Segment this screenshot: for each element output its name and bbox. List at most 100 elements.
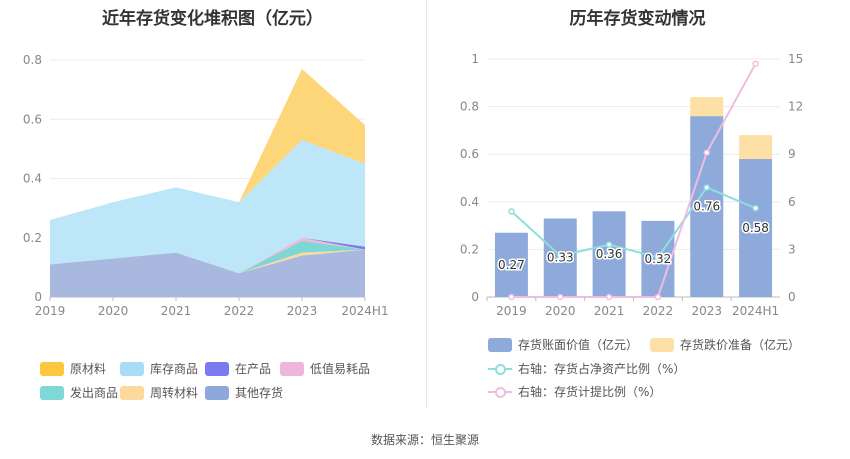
x-tick-label: 2023 <box>287 304 318 318</box>
legend-item[interactable]: 在产品 <box>205 360 271 377</box>
y2-tick-label: 15 <box>788 52 803 66</box>
legend-item[interactable]: 发出商品 <box>40 384 118 401</box>
legend-swatch <box>120 385 144 400</box>
x-tick-label: 2020 <box>98 304 129 318</box>
area-原材料 <box>50 68 365 220</box>
right-chart-title: 历年存货变动情况 <box>569 9 706 29</box>
y-tick-label: 0.4 <box>23 172 42 186</box>
legend-label: 原材料 <box>70 362 107 376</box>
bar-book-value <box>739 158 773 297</box>
legend-swatch <box>40 385 64 400</box>
left-chart-title: 近年存货变化堆积图（亿元） <box>102 9 323 29</box>
legend-item[interactable]: 右轴：存货占净资产比例（%） <box>488 360 685 377</box>
area-库存商品 <box>50 139 365 274</box>
legend-item[interactable]: 右轴：存货计提比例（%） <box>488 383 661 400</box>
area-周转材料 <box>50 249 365 274</box>
x-tick-label: 2023 <box>691 304 722 318</box>
y2-tick-label: 12 <box>788 100 803 114</box>
line-point <box>508 208 515 215</box>
legend-item[interactable]: 其他存货 <box>205 384 283 401</box>
line-point <box>703 149 710 156</box>
line-point <box>752 60 759 68</box>
line-point <box>557 252 564 259</box>
legend-swatch <box>280 361 304 376</box>
legend-swatch <box>120 361 144 376</box>
area-发出商品 <box>50 240 365 274</box>
bar-book-value <box>494 232 528 297</box>
y-tick-label: 0 <box>34 290 42 304</box>
y-tick-label: 0.6 <box>460 147 479 161</box>
bar-book-value <box>543 218 577 297</box>
line-右轴：存货计提比例（%） <box>511 63 757 298</box>
x-tick-label: 2020 <box>545 304 576 318</box>
x-tick-label: 2024H1 <box>341 304 388 318</box>
y2-tick-label: 0 <box>788 290 796 304</box>
bar-book-value <box>592 211 626 297</box>
line-point <box>605 293 613 301</box>
legend-label: 右轴：存货计提比例（%） <box>518 385 662 399</box>
y-tick-label: 0.2 <box>460 242 479 256</box>
bar-data-label: 0.32 <box>645 252 672 266</box>
x-tick-label: 2024H1 <box>732 304 779 318</box>
line-point <box>752 204 759 212</box>
stacked-area-chart: 0 0.2 0.4 0.6 0.8 2019 2020 2021 2022 2023 2024H1 <box>23 53 389 318</box>
y2-tick-label: 6 <box>788 195 796 209</box>
x-tick-label: 2021 <box>594 304 625 318</box>
bar-data-label: 0.76 <box>693 200 720 214</box>
legend-label: 库存商品 <box>150 362 199 376</box>
line-point <box>557 293 564 301</box>
legend-item[interactable]: 库存商品 <box>120 360 198 377</box>
legend-label: 存货跌价准备（亿元） <box>680 338 801 352</box>
legend-label: 发出商品 <box>70 386 119 400</box>
legend-swatch <box>488 337 512 352</box>
y-tick-label: 0.4 <box>460 195 479 209</box>
x-tick-label: 2022 <box>224 304 255 318</box>
line-point <box>654 254 662 261</box>
legend-item[interactable]: 存货跌价准备（亿元） <box>650 336 800 353</box>
line-point <box>654 293 662 301</box>
data-source-note: 数据来源：恒生聚源 <box>370 433 479 447</box>
legend-item[interactable]: 存货账面价值（亿元） <box>488 336 638 353</box>
line-point <box>605 241 613 248</box>
y-tick-label: 0 <box>471 290 479 304</box>
y-tick-label: 0.6 <box>23 112 42 126</box>
bar-impairment-reserve <box>690 97 724 117</box>
legend-label: 存货账面价值（亿元） <box>518 338 639 352</box>
bar-book-value <box>690 116 724 298</box>
legend-label: 低值易耗品 <box>310 362 371 376</box>
legend-swatch <box>40 361 64 376</box>
legend-swatch <box>205 385 229 400</box>
y-tick-label: 1 <box>471 52 479 66</box>
line-point <box>703 184 710 191</box>
legend-label: 右轴：存货占净资产比例（%） <box>518 362 686 376</box>
legend-item[interactable]: 原材料 <box>40 360 106 377</box>
legend-label: 周转材料 <box>150 386 199 400</box>
x-tick-label: 2019 <box>496 304 527 318</box>
legend-swatch <box>205 361 229 376</box>
area-其他存货 <box>50 249 365 297</box>
legend-item[interactable]: 低值易耗品 <box>280 360 370 377</box>
line-point <box>508 293 515 301</box>
legend-item[interactable]: 周转材料 <box>120 384 198 401</box>
legend-swatch <box>488 385 512 399</box>
y2-tick-label: 9 <box>788 147 796 161</box>
bar-data-label: 0.58 <box>742 221 769 235</box>
chart-divider <box>426 0 427 408</box>
x-tick-label: 2021 <box>161 304 192 318</box>
bar-data-label: 0.36 <box>596 247 623 261</box>
legend-swatch <box>488 362 512 376</box>
y-tick-label: 0.2 <box>23 231 42 245</box>
bar-data-label: 0.27 <box>498 258 525 272</box>
bar-impairment-reserve <box>739 135 773 159</box>
y-tick-label: 0.8 <box>23 53 42 67</box>
y2-tick-label: 3 <box>788 242 796 256</box>
line-右轴：存货占净资产比例（%） <box>510 186 756 259</box>
legend-label: 在产品 <box>235 362 272 376</box>
x-tick-label: 2019 <box>35 304 66 318</box>
bar-data-label: 0.33 <box>547 251 574 265</box>
bar-book-value <box>641 220 675 297</box>
x-tick-label: 2022 <box>643 304 674 318</box>
y-tick-label: 0.8 <box>460 100 479 114</box>
legend-swatch <box>650 337 674 352</box>
legend-label: 其他存货 <box>235 386 284 400</box>
